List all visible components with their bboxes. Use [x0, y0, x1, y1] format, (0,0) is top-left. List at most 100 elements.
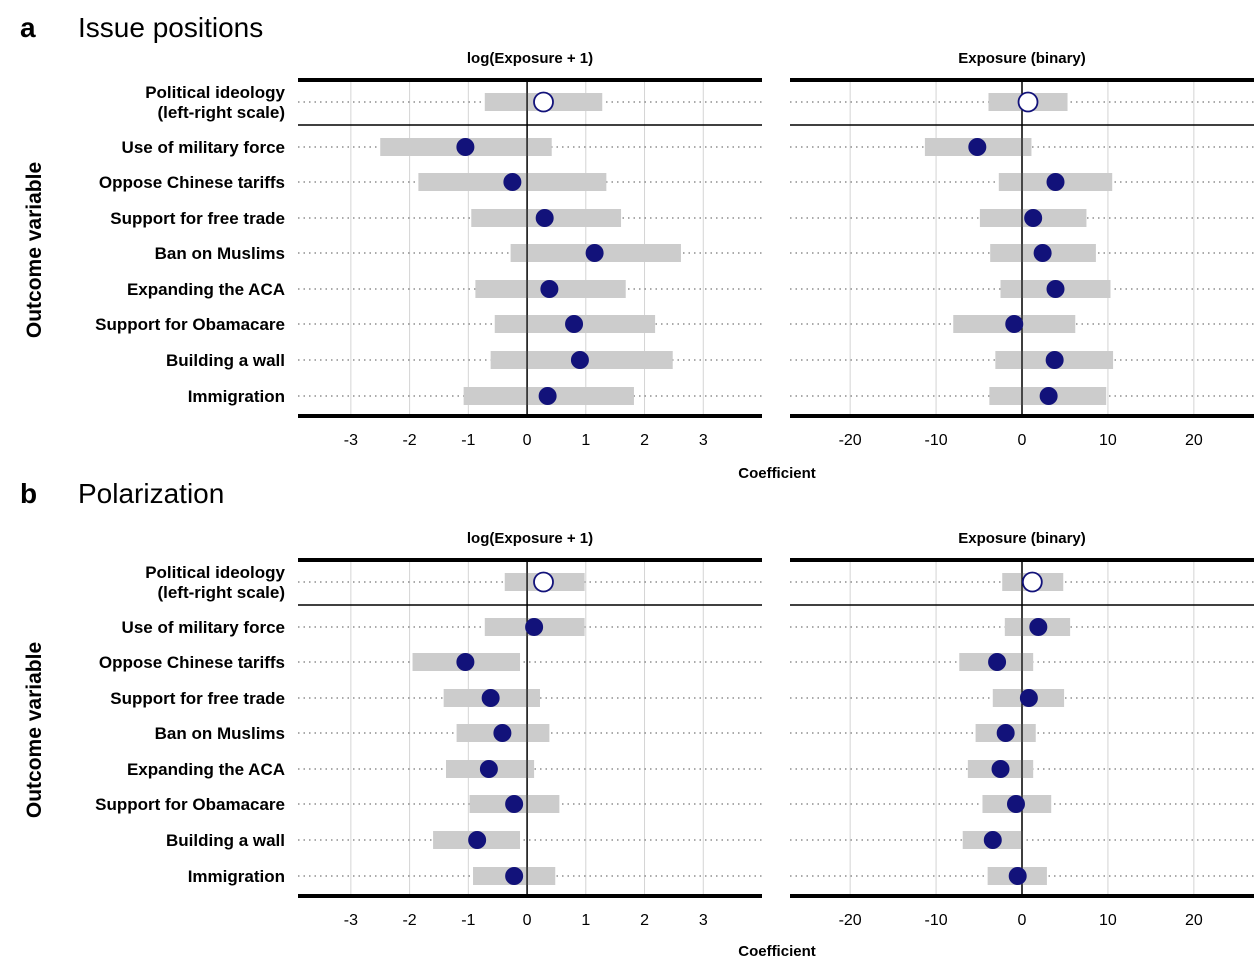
point-estimate — [505, 795, 524, 813]
point-estimate — [585, 244, 604, 262]
x-tick-label: 1 — [581, 432, 590, 449]
outcome-label: Ban on Muslims — [155, 244, 285, 263]
x-axis-label-a: Coefficient — [738, 465, 816, 482]
outcome-label: Support for Obamacare — [95, 795, 285, 814]
point-estimate — [456, 138, 475, 156]
y-axis-label-a: Outcome variable — [23, 162, 46, 338]
x-tick-label: 3 — [699, 912, 708, 929]
outcome-label: Political ideology (left-right scale) — [145, 83, 285, 122]
facet-panel-1: Exposure (binary) -20 -10 0 10 20 — [790, 50, 1254, 449]
x-tick-label: 10 — [1099, 912, 1117, 929]
point-estimate — [991, 760, 1010, 778]
outcome-label: Ban on Muslims — [155, 724, 285, 743]
point-estimate — [1019, 689, 1038, 707]
outcome-label-line: (left-right scale) — [157, 103, 285, 122]
facet-panel-2: log(Exposure + 1) -3 -2 -1 0 1 2 3 Political ide… — [95, 530, 762, 929]
x-tick-label: -10 — [925, 432, 948, 449]
point-estimate — [493, 724, 512, 742]
point-estimate — [535, 209, 554, 227]
outcome-label: Building a wall — [166, 351, 285, 370]
x-tick-label: 1 — [581, 912, 590, 929]
facet-title: log(Exposure + 1) — [467, 530, 593, 547]
panel-a-letter: a — [20, 12, 36, 43]
x-tick-label: -2 — [402, 912, 416, 929]
point-estimate — [538, 387, 557, 405]
x-axis-label-b: Coefficient — [738, 943, 816, 960]
panel-b-title: Polarization — [78, 478, 224, 509]
x-tick-label: -1 — [461, 432, 475, 449]
point-estimate — [468, 831, 487, 849]
point-estimate — [983, 831, 1002, 849]
panel-b-letter: b — [20, 478, 37, 509]
outcome-label: Oppose Chinese tariffs — [99, 653, 285, 672]
point-estimate — [988, 653, 1007, 671]
x-tick-label: 0 — [523, 912, 532, 929]
point-estimate-hollow — [533, 91, 554, 113]
point-estimate — [570, 351, 589, 369]
point-estimate — [1029, 618, 1048, 636]
outcome-label-line: Political ideology — [145, 563, 285, 582]
point-estimate-hollow — [1017, 91, 1039, 113]
point-estimate-hollow — [533, 571, 554, 593]
x-tick-label: 10 — [1099, 432, 1117, 449]
outcome-label: Immigration — [188, 867, 285, 886]
point-estimate — [1039, 387, 1058, 405]
point-estimate — [1005, 315, 1024, 333]
x-tick-label: 2 — [640, 432, 649, 449]
x-tick-label: -3 — [344, 912, 358, 929]
x-tick-label: -10 — [925, 912, 948, 929]
point-estimate — [1033, 244, 1052, 262]
outcome-label: Use of military force — [122, 138, 285, 157]
facet-title: Exposure (binary) — [958, 50, 1086, 67]
outcome-label: Oppose Chinese tariffs — [99, 173, 285, 192]
point-estimate — [996, 724, 1015, 742]
point-estimate — [456, 653, 475, 671]
panel-a-title: Issue positions — [78, 12, 263, 43]
outcome-label-line: (left-right scale) — [157, 583, 285, 602]
facet-panel-3: Exposure (binary) -20 -10 0 10 20 — [790, 530, 1254, 929]
point-estimate — [479, 760, 498, 778]
point-estimate — [1024, 209, 1043, 227]
point-estimate — [1046, 173, 1065, 191]
x-tick-label: 0 — [1018, 432, 1027, 449]
facet-panel-0: log(Exposure + 1) -3 -2 -1 0 1 2 3 Political ide… — [95, 50, 762, 449]
outcome-label: Use of military force — [122, 618, 285, 637]
point-estimate — [1008, 867, 1027, 885]
outcome-label: Support for Obamacare — [95, 315, 285, 334]
outcome-label: Expanding the ACA — [127, 280, 285, 299]
point-estimate — [481, 689, 500, 707]
point-estimate — [1045, 351, 1064, 369]
point-estimate — [968, 138, 987, 156]
outcome-label: Immigration — [188, 387, 285, 406]
point-estimate — [1006, 795, 1025, 813]
point-estimate — [525, 618, 544, 636]
facet-title: log(Exposure + 1) — [467, 50, 593, 67]
x-tick-label: 20 — [1185, 912, 1203, 929]
x-tick-label: -3 — [344, 432, 358, 449]
x-tick-label: 0 — [1018, 912, 1027, 929]
outcome-label: Support for free trade — [110, 689, 285, 708]
facet-title: Exposure (binary) — [958, 530, 1086, 547]
outcome-label: Support for free trade — [110, 209, 285, 228]
outcome-label: Expanding the ACA — [127, 760, 285, 779]
x-tick-label: -1 — [461, 912, 475, 929]
x-tick-label: 2 — [640, 912, 649, 929]
point-estimate — [503, 173, 522, 191]
point-estimate — [505, 867, 524, 885]
x-tick-label: -20 — [839, 432, 862, 449]
point-estimate — [565, 315, 584, 333]
x-tick-label: -2 — [402, 432, 416, 449]
outcome-label: Building a wall — [166, 831, 285, 850]
outcome-label: Political ideology (left-right scale) — [145, 563, 285, 602]
point-estimate-hollow — [1021, 571, 1043, 593]
x-tick-label: 20 — [1185, 432, 1203, 449]
x-tick-label: 0 — [523, 432, 532, 449]
x-tick-label: -20 — [839, 912, 862, 929]
outcome-label-line: Political ideology — [145, 83, 285, 102]
point-estimate — [1046, 280, 1065, 298]
x-tick-label: 3 — [699, 432, 708, 449]
y-axis-label-b: Outcome variable — [23, 642, 46, 818]
point-estimate — [540, 280, 559, 298]
